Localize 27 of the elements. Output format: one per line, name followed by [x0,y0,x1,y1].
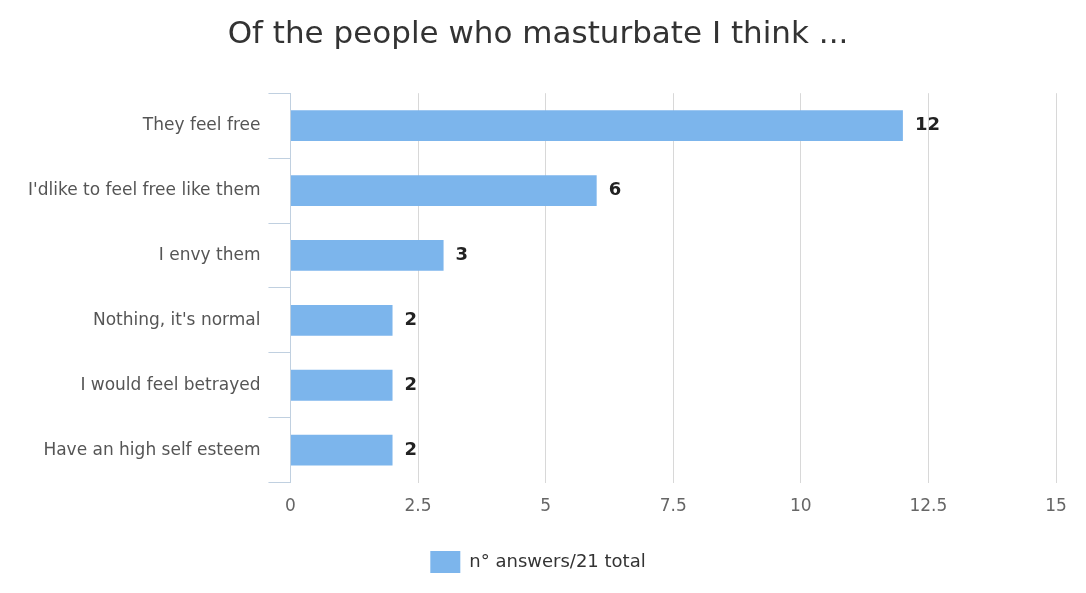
bar [290,175,597,206]
data-label: 2 [404,308,418,330]
y-tick-label: Have an high self esteem [43,438,261,459]
data-label: 12 [914,113,940,135]
bar [290,110,903,142]
x-tick-label: 0 [285,495,296,516]
data-label: 2 [404,372,418,394]
data-label: 3 [455,243,469,265]
y-tick-label: They feel free [141,114,261,135]
x-tick-label: 15 [1045,495,1067,516]
y-tick-label: I'dlike to feel free like them [27,178,261,199]
bar [290,369,393,401]
y-tick-label: I envy them [158,243,261,264]
x-tick-label: 10 [790,495,812,516]
x-tick-label: 2.5 [404,495,432,516]
bar [290,240,444,271]
x-tick-label: 12.5 [909,495,948,516]
data-label: 2 [404,437,418,459]
bar [290,434,393,466]
y-tick-label: I would feel betrayed [80,373,261,394]
legend-label: n° answers/21 total [469,549,646,571]
chart-title: Of the people who masturbate I think ... [227,13,849,50]
bar [290,304,393,336]
data-label: 6 [608,178,622,200]
x-tick-label: 7.5 [659,495,687,516]
x-tick-label: 5 [540,495,552,516]
y-tick-label: Nothing, it's normal [92,308,261,329]
